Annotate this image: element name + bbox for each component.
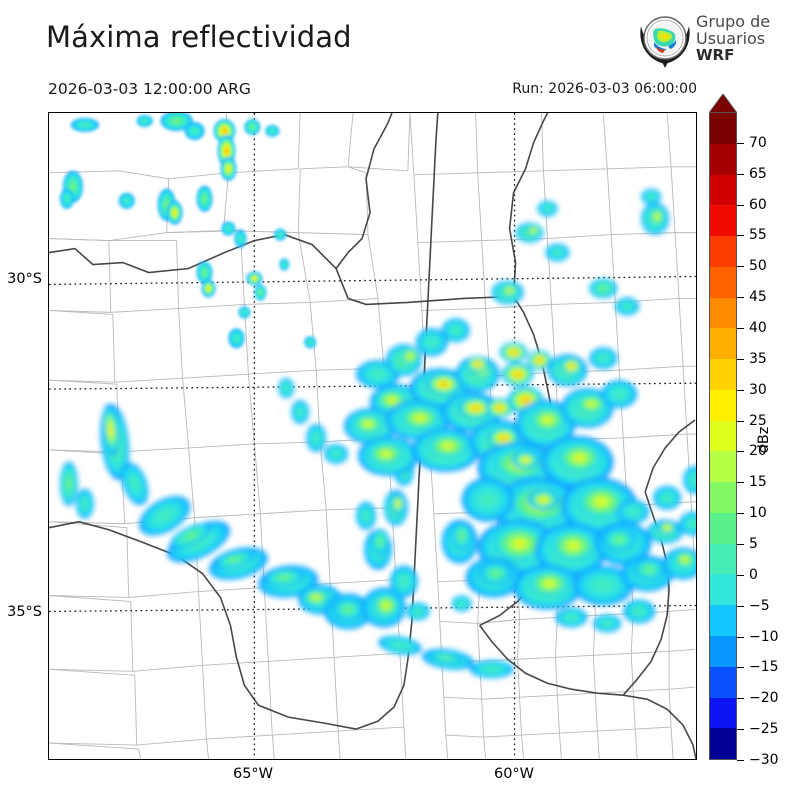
colorbar-band xyxy=(710,636,736,667)
colorbar-band xyxy=(710,266,736,298)
colorbar-tick-label: 30 xyxy=(749,381,767,398)
colorbar-band xyxy=(710,174,736,206)
colorbar-band xyxy=(710,666,736,698)
colorbar-band xyxy=(710,605,736,637)
colorbar-band xyxy=(710,205,736,237)
colorbar-tick-label: −20 xyxy=(749,690,779,707)
colorbar-tick-label: −25 xyxy=(749,721,779,738)
graticule-lat-35S xyxy=(49,604,696,613)
colorbar-band xyxy=(710,143,736,175)
colorbar-band xyxy=(710,543,736,575)
colorbar-tick-mark xyxy=(737,451,744,453)
colorbar-unit-label: dBz xyxy=(756,426,772,454)
colorbar-tick-mark xyxy=(737,358,744,360)
colorbar-tick-mark xyxy=(737,266,744,268)
colorbar-band xyxy=(710,236,736,267)
colorbar-tick-label: −10 xyxy=(749,628,779,645)
graticule-lat-25S xyxy=(49,275,696,286)
colorbar-tick-mark xyxy=(737,389,744,391)
xtick-label-60W: 60°W xyxy=(493,766,535,782)
colorbar-band xyxy=(710,574,736,606)
colorbar-tick-label: 10 xyxy=(749,505,767,522)
colorbar-tick-label: 40 xyxy=(749,320,767,336)
colorbar-tick-label: 50 xyxy=(749,258,767,275)
map-canvas xyxy=(49,113,696,759)
colorbar-tick-mark xyxy=(737,574,744,576)
colorbar-tick-mark xyxy=(737,420,744,422)
colorbar-gradient xyxy=(709,112,737,760)
colorbar-tick-label: 20 xyxy=(749,443,767,460)
colorbar-tick-label: −5 xyxy=(749,597,770,614)
run-time-label: Run: 2026-03-03 06:00:00 xyxy=(512,81,697,97)
colorbar-tick-label: 35 xyxy=(749,350,767,367)
colorbar-tick-mark xyxy=(737,513,744,515)
logo-line-1: Grupo de xyxy=(696,12,771,31)
colorbar-tick-label: −15 xyxy=(749,659,779,676)
colorbar-tick-mark xyxy=(737,142,744,144)
valid-time-label: 2026-03-03 12:00:00 ARG xyxy=(48,80,251,98)
colorbar-tick-mark xyxy=(737,235,744,237)
colorbar-tick-mark xyxy=(737,605,744,607)
colorbar-band xyxy=(710,482,736,513)
logo-text: Grupo de Usuarios WRF xyxy=(696,13,792,64)
colorbar-tick-label: 45 xyxy=(749,289,767,306)
reflectivity-echoes-core xyxy=(278,188,696,633)
logo-line-3: WRF xyxy=(696,46,735,64)
colorbar-tick-mark xyxy=(737,760,744,761)
colorbar-tick-label: 5 xyxy=(749,536,758,552)
ytick-label-30S: 30°S xyxy=(7,271,42,287)
colorbar-tick-mark xyxy=(737,636,744,638)
colorbar-tick-label: 70 xyxy=(749,134,767,151)
graticule-lat-30S xyxy=(49,382,696,390)
colorbar-band xyxy=(710,113,736,144)
colorbar-band xyxy=(710,389,736,421)
colorbar-tick-label: −30 xyxy=(749,752,779,768)
colorbar-tick-mark xyxy=(737,544,744,545)
page-title: Máxima reflectividad xyxy=(46,20,352,54)
colorbar-extend-arrow-icon xyxy=(709,94,737,113)
colorbar: 70 65 60 55 50 45 40 35 30 25 20 15 10 5 0 −5 −10 −15 −20−… xyxy=(709,94,779,768)
map-plot-area[interactable] xyxy=(48,112,697,760)
logo-line-2: Usuarios xyxy=(696,29,766,48)
colorbar-tick-label: 0 xyxy=(749,566,758,583)
colorbar-band xyxy=(710,512,736,544)
colorbar-tick-mark xyxy=(737,698,744,700)
colorbar-tick-mark xyxy=(737,667,744,669)
wrf-user-group-seal-icon xyxy=(640,16,690,68)
colorbar-band xyxy=(710,359,736,390)
colorbar-band xyxy=(710,728,736,760)
logo: Grupo de Usuarios WRF xyxy=(636,12,791,74)
colorbar-tick-mark xyxy=(737,729,744,731)
graticule-lines xyxy=(49,113,696,759)
colorbar-tick-label: 65 xyxy=(749,165,767,182)
reflectivity-echoes-andes xyxy=(59,404,514,679)
reflectivity-echoes-north xyxy=(59,113,317,349)
xtick-label-65W: 65°W xyxy=(232,766,274,782)
colorbar-tick-mark xyxy=(737,328,744,329)
reflectivity-field xyxy=(49,113,696,759)
colorbar-tick-mark xyxy=(737,482,744,484)
colorbar-band xyxy=(710,451,736,483)
ytick-label-35S: 35°S xyxy=(7,604,42,620)
colorbar-tick-label: 55 xyxy=(749,227,767,244)
colorbar-band xyxy=(710,697,736,729)
colorbar-band xyxy=(710,420,736,452)
colorbar-tick-mark xyxy=(737,204,744,206)
colorbar-band xyxy=(710,297,736,329)
colorbar-tick-label: 60 xyxy=(749,196,767,213)
colorbar-tick-mark xyxy=(737,297,744,299)
colorbar-band xyxy=(710,328,736,360)
colorbar-tick-mark xyxy=(737,173,744,175)
colorbar-tick-label: 25 xyxy=(749,412,767,429)
colorbar-tick-label: 15 xyxy=(749,474,767,491)
